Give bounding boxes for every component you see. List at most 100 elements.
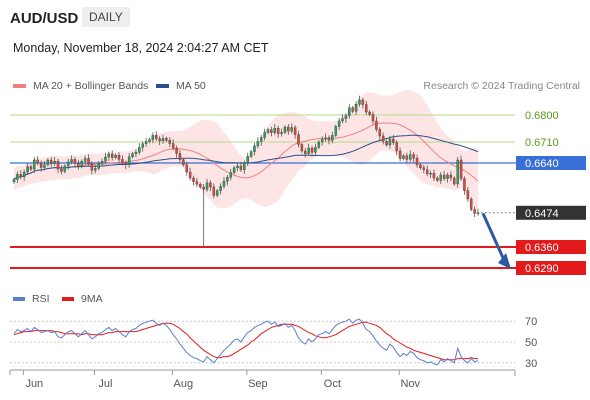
price-level-label: 0.6710 — [525, 137, 559, 149]
candle-body — [459, 159, 463, 179]
candle-body — [16, 174, 19, 180]
legend-bollinger-label: MA 20 + Bollinger Bands — [33, 80, 149, 92]
candle-body — [219, 186, 222, 191]
candle-body — [46, 159, 50, 166]
candle-body — [293, 127, 297, 135]
x-tick-label: Aug — [174, 378, 194, 390]
candle-body — [327, 137, 331, 141]
candle-body — [175, 147, 178, 154]
candle-body — [43, 164, 46, 168]
candle-body — [199, 184, 202, 188]
candle-body — [442, 174, 446, 179]
price-level-label: 0.6360 — [525, 242, 559, 254]
timestamp: Monday, November 18, 2024 2:04:27 AM CET — [13, 41, 269, 55]
candle-body — [117, 154, 121, 160]
x-tick-label: Nov — [400, 378, 420, 390]
candle-body — [212, 186, 216, 196]
candle-body — [276, 127, 280, 134]
legend-rsi-swatch — [13, 297, 25, 301]
candle-body — [66, 161, 70, 167]
candle-body — [77, 163, 80, 167]
candle-body — [381, 135, 385, 142]
candle-body — [273, 127, 277, 133]
candle-body — [392, 138, 395, 143]
candle-body — [463, 178, 466, 191]
candle-body — [405, 155, 409, 160]
candle-body — [236, 165, 239, 168]
candle-body — [364, 104, 368, 113]
candle-body — [243, 162, 246, 170]
candle-body — [80, 160, 83, 167]
candle-body — [317, 141, 321, 148]
candle-body — [138, 147, 141, 153]
legend-ma50-label: MA 50 — [176, 80, 206, 92]
candle-body — [209, 182, 212, 188]
candle-body — [446, 174, 449, 179]
candle-body — [473, 209, 476, 214]
candle-body — [83, 158, 87, 162]
candle-body — [202, 186, 205, 190]
candle-body — [36, 159, 39, 164]
candle-body — [388, 138, 392, 146]
candle-body — [469, 198, 473, 210]
price-level-label: 0.6800 — [525, 110, 559, 122]
candle-body — [259, 137, 263, 142]
candle-body — [453, 177, 456, 185]
candle-body — [56, 160, 60, 170]
candle-body — [215, 190, 219, 196]
candle-body — [229, 172, 233, 178]
candle-body — [29, 166, 33, 170]
legend-9ma: 9MA — [62, 293, 103, 305]
legend-rsi: RSI — [13, 293, 50, 305]
candle-body — [304, 150, 307, 154]
x-tick-label: Jul — [98, 378, 112, 390]
candle-body — [351, 107, 354, 112]
chart-header: AUD/USD DAILY — [0, 0, 590, 36]
forecast-arrow-head — [498, 253, 511, 269]
candle-body — [283, 126, 287, 133]
candle-body — [422, 167, 426, 170]
candle-body — [314, 147, 317, 153]
period-badge[interactable]: DAILY — [82, 7, 130, 27]
candle-body — [165, 138, 168, 141]
candle-body — [53, 160, 56, 164]
candle-body — [144, 141, 148, 144]
candle-body — [358, 99, 361, 105]
price-level-label: 0.6474 — [525, 208, 559, 220]
candle-body — [287, 126, 290, 132]
candle-body — [178, 153, 182, 160]
candle-body — [395, 142, 398, 152]
x-tick-label: Jun — [25, 378, 43, 390]
candle-body — [307, 147, 310, 154]
candle-body — [439, 174, 442, 181]
legend-9ma-swatch — [62, 297, 74, 301]
legend-9ma-label: 9MA — [81, 293, 103, 305]
candle-body — [425, 169, 429, 175]
forecast-arrow — [481, 212, 506, 261]
legend-bollinger-swatch — [13, 84, 26, 88]
candle-body — [246, 156, 249, 164]
candle-body — [107, 153, 111, 158]
candle-body — [344, 115, 348, 119]
candle-body — [182, 159, 185, 165]
candle-body — [476, 212, 480, 215]
rsi-tick-label: 70 — [525, 316, 537, 328]
candle-body — [70, 159, 73, 162]
research-credit: Research © 2024 Trading Central — [423, 80, 580, 92]
candle-body — [334, 126, 338, 136]
price-level-tag — [516, 156, 586, 170]
candle-body — [297, 134, 300, 145]
candle-body — [114, 154, 117, 158]
candle-body — [331, 135, 334, 141]
candle-body — [90, 163, 94, 171]
candle-body — [127, 156, 131, 165]
candle-body — [141, 143, 144, 148]
candle-body — [26, 166, 29, 173]
candle-body — [239, 165, 243, 170]
candle-body — [354, 103, 358, 112]
candle-body — [168, 139, 172, 144]
candle-body — [12, 179, 16, 183]
candle-body — [348, 107, 351, 116]
candle-body — [280, 132, 283, 134]
